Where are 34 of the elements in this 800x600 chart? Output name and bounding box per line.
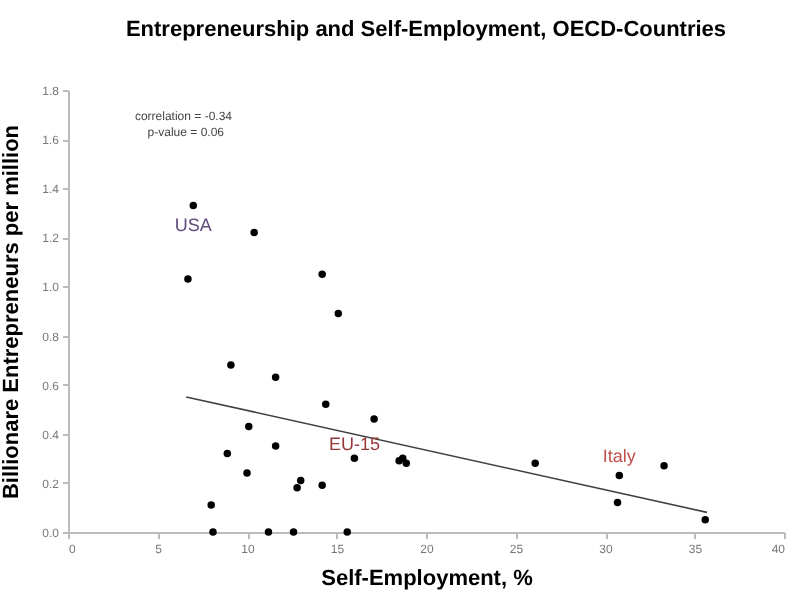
point (334, 309, 343, 318)
y-axis-title: Billionare Entrepreneurs per million (0, 124, 25, 500)
point (227, 361, 235, 369)
x-axis-title: Self-Employment, % (321, 567, 534, 591)
point (189, 201, 198, 210)
point (289, 528, 298, 536)
point (531, 459, 539, 467)
point (245, 422, 253, 431)
point (271, 373, 280, 382)
point (343, 528, 351, 536)
chart-title: Entrepreneurship and Self-Employment, OECD-Countries (125, 18, 727, 42)
point (184, 275, 192, 283)
point (350, 454, 359, 463)
point (296, 476, 305, 485)
annotation: USA (174, 215, 212, 236)
point (701, 515, 709, 524)
point (243, 469, 251, 477)
point (207, 501, 215, 509)
point (271, 442, 280, 450)
point (209, 528, 217, 536)
annotation: Italy (602, 445, 637, 466)
point (318, 481, 326, 490)
point (318, 270, 326, 278)
point (322, 400, 330, 409)
point (293, 484, 301, 492)
point (370, 415, 378, 423)
point (615, 471, 624, 480)
point (264, 528, 273, 536)
point (250, 228, 258, 237)
annotation: EU-15 (328, 434, 380, 455)
point (660, 461, 668, 470)
point (613, 498, 622, 507)
point (223, 449, 232, 458)
point (402, 459, 411, 467)
